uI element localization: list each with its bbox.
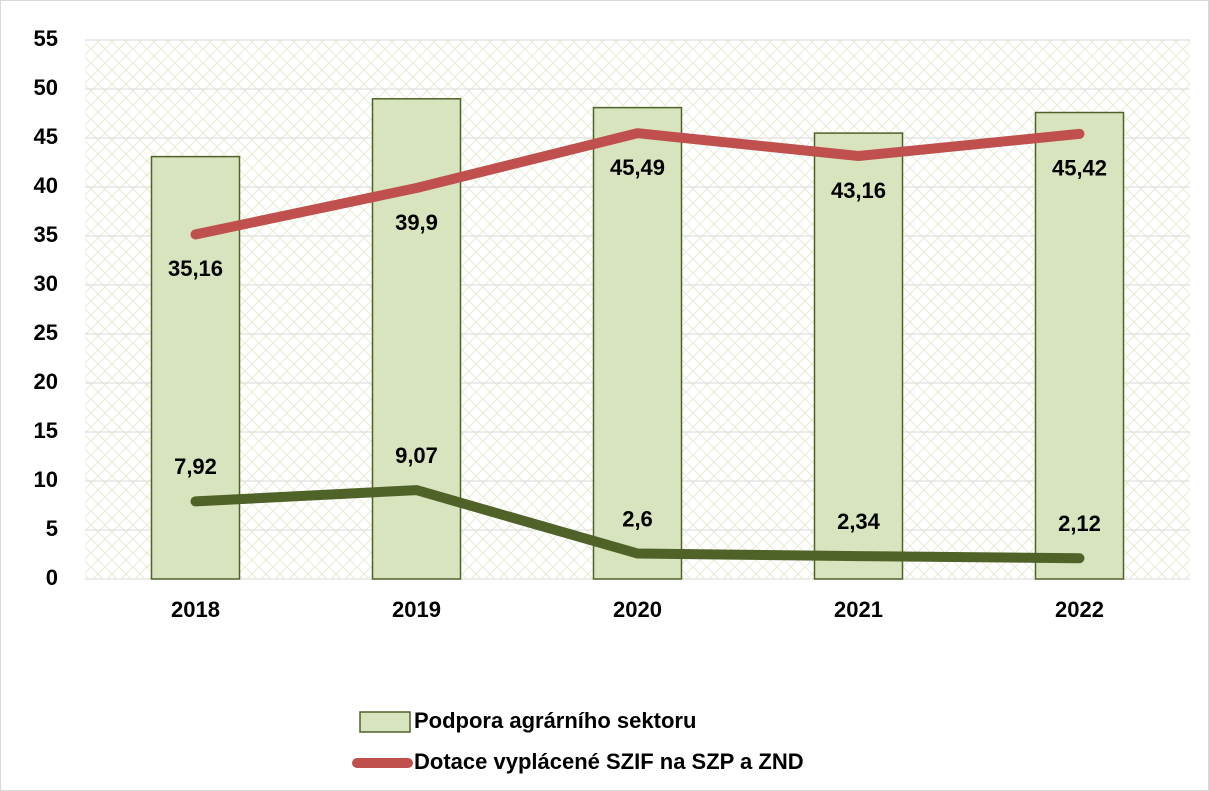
data-label: 9,07 — [395, 443, 438, 468]
x-tick-label: 2018 — [171, 597, 220, 622]
data-label: 2,6 — [622, 506, 653, 531]
bar — [150, 155, 241, 580]
y-tick-label: 0 — [46, 565, 58, 590]
x-tick-label: 2022 — [1055, 597, 1104, 622]
data-label: 45,42 — [1052, 156, 1107, 181]
y-tick-label: 30 — [34, 271, 58, 296]
y-tick-label: 55 — [34, 26, 58, 51]
y-tick-label: 5 — [46, 516, 58, 541]
x-tick-label: 2021 — [834, 597, 883, 622]
data-label: 39,9 — [395, 210, 438, 235]
data-label: 35,16 — [168, 256, 223, 281]
bar — [813, 132, 904, 580]
data-label: 2,12 — [1058, 511, 1101, 536]
legend-swatch — [359, 711, 411, 733]
bar — [371, 98, 462, 580]
y-tick-label: 35 — [34, 222, 58, 247]
y-tick-label: 15 — [34, 418, 58, 443]
data-label: 43,16 — [831, 178, 886, 203]
y-tick-label: 25 — [34, 320, 58, 345]
y-tick-label: 20 — [34, 369, 58, 394]
legend-label: Dotace vyplácené SZIF na SZP a ZND — [414, 749, 804, 774]
legend-label: Podpora agrárního sektoru — [414, 708, 696, 733]
x-tick-label: 2020 — [613, 597, 662, 622]
y-tick-label: 50 — [34, 75, 58, 100]
data-label: 45,49 — [610, 155, 665, 180]
line — [190, 128, 1085, 240]
y-tick-label: 40 — [34, 173, 58, 198]
data-label: 7,92 — [174, 454, 217, 479]
line — [190, 485, 1085, 564]
bar — [1034, 111, 1125, 580]
data-label: 2,34 — [837, 509, 881, 534]
x-tick-label: 2019 — [392, 597, 441, 622]
y-tick-label: 10 — [34, 467, 58, 492]
y-tick-label: 45 — [34, 124, 58, 149]
bar — [592, 106, 683, 580]
